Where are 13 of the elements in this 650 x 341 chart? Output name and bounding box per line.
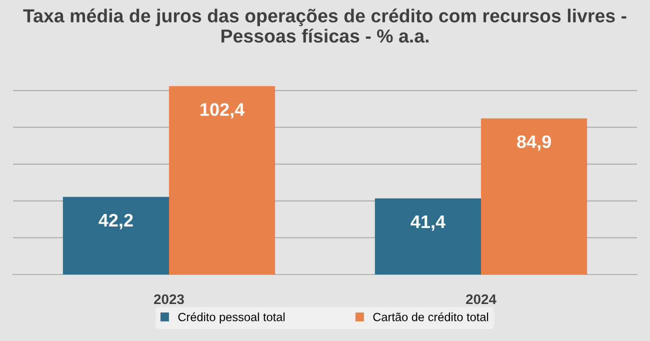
x-tick-label: 2024 — [466, 294, 496, 304]
legend-label: Crédito pessoal total — [178, 312, 285, 324]
bar — [374, 198, 481, 275]
bar — [62, 196, 169, 275]
x-tick-label: 2023 — [154, 294, 184, 304]
data-label: 42,2 — [98, 214, 133, 230]
legend-label: Cartão de crédito total — [373, 312, 488, 322]
bar — [169, 86, 276, 275]
bar — [481, 118, 588, 275]
chart-title: Taxa média de juros das operações de crédito com recursos livres - Pessoas físicas - % a.a. — [23, 8, 626, 43]
data-label: 41,4 — [410, 216, 446, 231]
data-label: 102,4 — [200, 103, 245, 119]
data-label: 84,9 — [517, 135, 551, 151]
